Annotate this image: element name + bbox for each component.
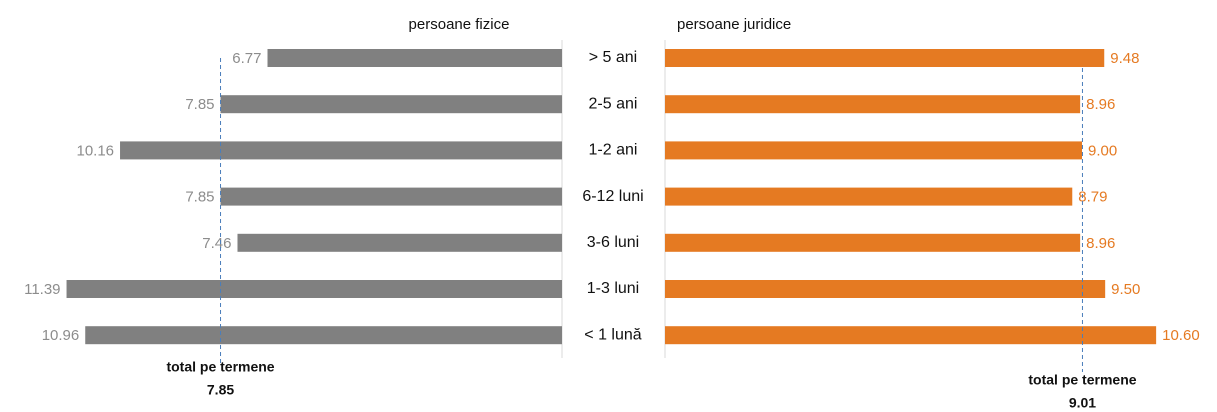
bar xyxy=(665,280,1106,298)
bar xyxy=(665,326,1157,345)
category-label: < 1 lună xyxy=(584,326,641,343)
category-label: 6-12 luni xyxy=(582,188,643,205)
category-label: 3-6 luni xyxy=(587,234,639,251)
bar xyxy=(220,95,562,114)
chart-title: persoane juridice xyxy=(677,16,791,33)
data-label: 11.39 xyxy=(24,281,60,298)
data-label: 9.48 xyxy=(1110,50,1139,67)
data-label: 7.85 xyxy=(185,189,214,206)
data-label: 7.46 xyxy=(202,235,231,252)
data-label: 9.00 xyxy=(1088,142,1117,159)
data-label: 6.77 xyxy=(232,50,261,67)
data-label: 10.60 xyxy=(1162,327,1200,344)
bar xyxy=(665,187,1073,206)
data-label: 8.96 xyxy=(1086,235,1115,252)
bar xyxy=(665,49,1105,67)
data-label: 9.50 xyxy=(1111,281,1140,298)
data-label: 10.96 xyxy=(42,327,80,344)
chart-title: persoane fizice xyxy=(409,16,510,33)
category-label: 1-3 luni xyxy=(587,280,639,297)
category-label: > 5 ani xyxy=(589,49,637,66)
bar xyxy=(665,233,1081,252)
bar xyxy=(665,95,1081,114)
bar xyxy=(120,141,562,160)
data-label: 8.96 xyxy=(1086,96,1115,113)
bar xyxy=(66,280,562,298)
bar xyxy=(85,326,563,345)
category-label: 2-5 ani xyxy=(589,95,638,112)
data-label: 8.79 xyxy=(1078,189,1107,206)
reference-value: 7.85 xyxy=(207,382,234,398)
bar xyxy=(237,233,563,252)
bar xyxy=(665,141,1082,160)
data-label: 10.16 xyxy=(76,142,114,159)
data-label: 7.85 xyxy=(185,96,214,113)
category-label: 1-2 ani xyxy=(589,142,638,159)
reference-label: total pe termene xyxy=(1028,372,1136,388)
reference-value: 9.01 xyxy=(1069,395,1096,411)
bar xyxy=(220,187,562,206)
bar xyxy=(267,49,562,67)
reference-label: total pe termene xyxy=(166,359,274,375)
